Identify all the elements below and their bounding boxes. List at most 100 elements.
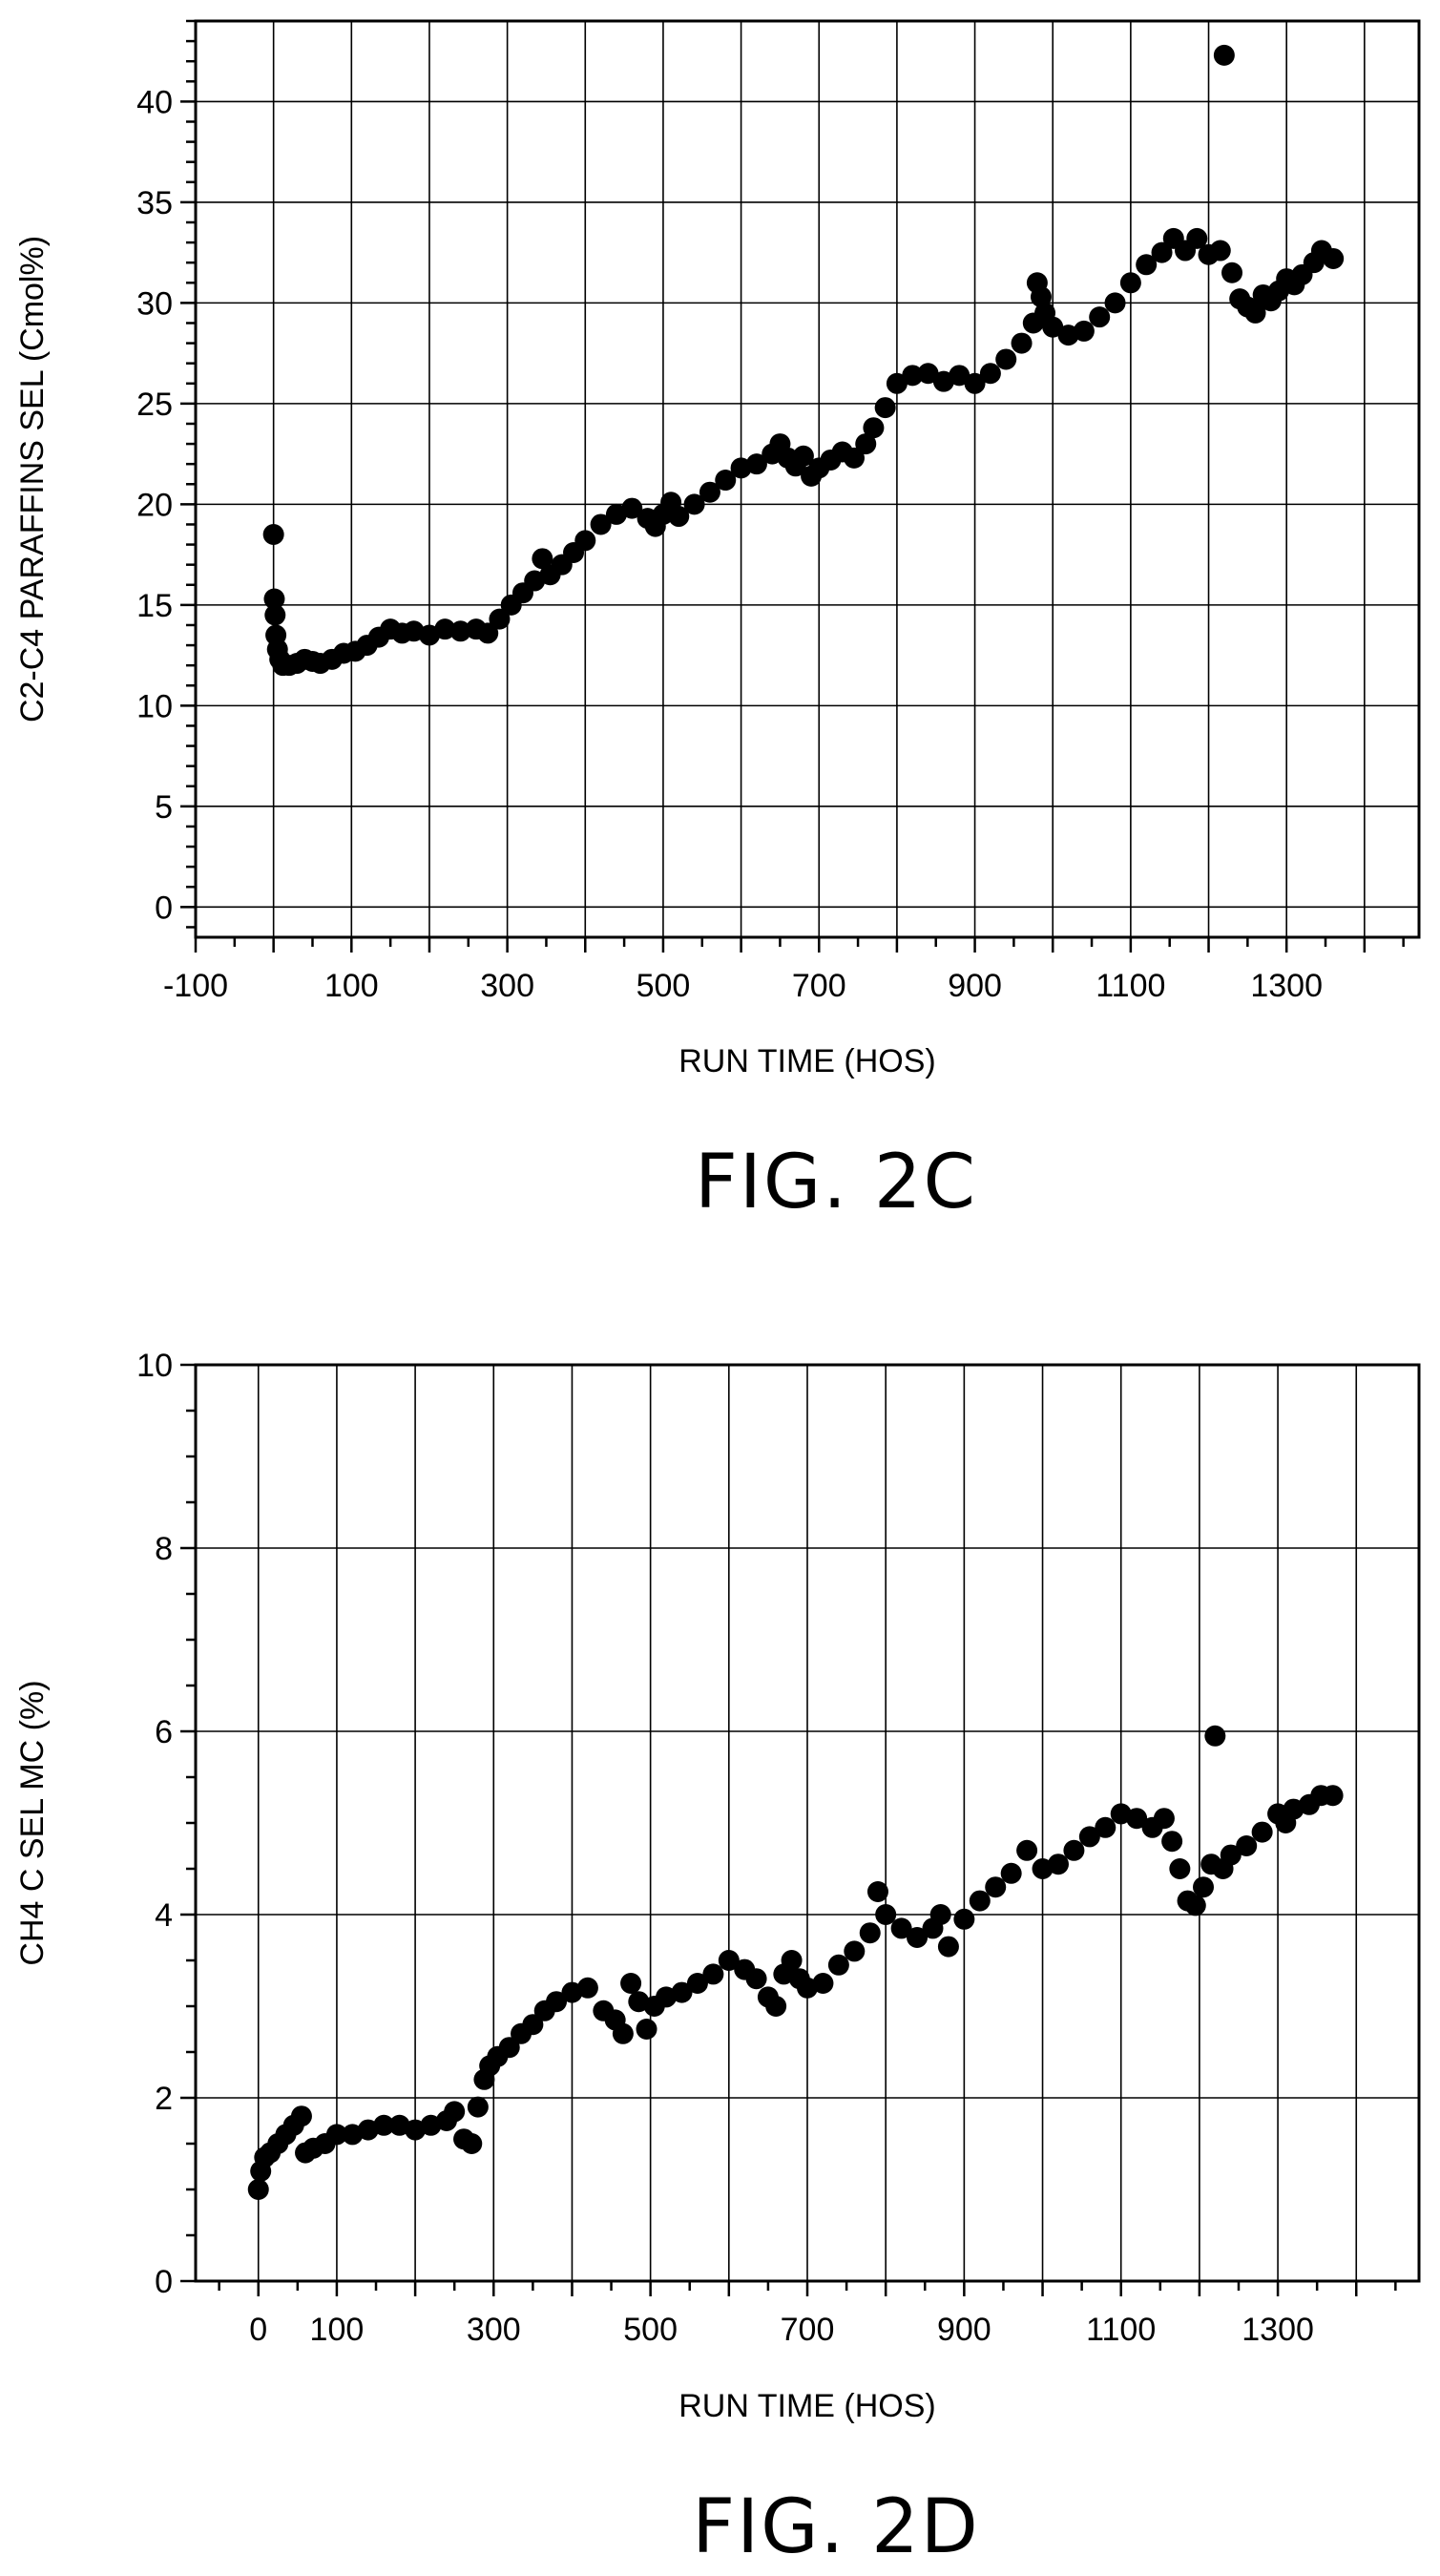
x-tick-label: 100	[324, 968, 379, 1004]
data-point	[843, 447, 865, 469]
y-tick-label: 20	[136, 487, 173, 523]
data-point	[812, 1973, 834, 1994]
x-tick-label: 500	[637, 968, 691, 1004]
data-point	[1047, 1853, 1069, 1875]
data-point	[1073, 320, 1095, 342]
figure-caption: FIG. 2C	[695, 1140, 977, 1225]
data-point	[671, 1981, 693, 2003]
data-point	[995, 348, 1017, 370]
data-point	[590, 513, 612, 535]
data-point	[1244, 302, 1266, 324]
y-tick-label: 30	[136, 285, 173, 322]
x-axis-title: RUN TIME (HOS)	[678, 2388, 935, 2424]
data-point	[1221, 262, 1243, 283]
data-point	[467, 2096, 489, 2118]
data-point	[325, 2124, 347, 2146]
data-point	[1161, 1831, 1183, 1853]
data-point	[444, 2101, 466, 2123]
data-point	[546, 1991, 568, 2013]
tick-labels-layer: -100 100 300 500 700 900 1100 1300 0 5 10 15 20 25 30 3…	[136, 84, 1323, 1004]
y-tick-label: 2	[155, 2081, 173, 2117]
data-point	[985, 1876, 1007, 1898]
data-point	[902, 365, 924, 387]
data-point	[718, 1950, 740, 1971]
data-point	[937, 1936, 959, 1958]
data-point	[1193, 1876, 1215, 1898]
data-point	[745, 1968, 767, 1990]
data-point	[1126, 1808, 1148, 1830]
data-point	[373, 2114, 395, 2136]
y-tick-label: 25	[136, 387, 173, 423]
y-tick-label: 6	[155, 1714, 173, 1750]
y-tick-label: 10	[136, 688, 173, 724]
data-point	[863, 417, 885, 439]
data-point	[532, 548, 553, 570]
tick-labels-layer: 0 100 300 500 700 900 1100 1300 0 2 4 6 8 10	[136, 1348, 1314, 2348]
x-tick-label: 700	[781, 2312, 835, 2348]
data-point	[792, 445, 814, 467]
y-tick-label: 35	[136, 185, 173, 221]
y-tick-label: 15	[136, 588, 173, 624]
points-layer	[247, 1725, 1344, 2200]
data-point	[979, 363, 1001, 385]
data-point	[765, 1996, 787, 2017]
data-point	[917, 363, 939, 385]
data-point	[576, 1977, 598, 1999]
data-point	[1030, 286, 1052, 308]
data-point	[1011, 332, 1033, 354]
data-point	[1078, 1826, 1100, 1848]
data-point	[1153, 1808, 1175, 1830]
data-point	[620, 1973, 642, 1994]
ticks-layer	[180, 19, 1405, 953]
data-point	[874, 397, 896, 419]
data-point	[781, 1950, 803, 1971]
data-point	[612, 2022, 634, 2044]
data-point	[890, 1917, 912, 1939]
data-point	[263, 588, 285, 610]
y-tick-label: 0	[155, 890, 173, 926]
data-point	[844, 1940, 866, 1962]
data-point	[434, 618, 456, 640]
data-point	[1186, 227, 1208, 249]
data-point	[745, 453, 767, 475]
figure-2c: -100 100 300 500 700 900 1100 1300 0 5 10 15 20 25 30 3…	[14, 19, 1421, 1225]
data-point	[461, 2133, 483, 2154]
data-point	[262, 524, 284, 546]
data-point	[449, 620, 471, 642]
x-axis-title: RUN TIME (HOS)	[678, 1043, 935, 1079]
data-point	[1251, 1821, 1273, 1843]
data-point	[702, 1963, 724, 1985]
x-tick-label: 300	[480, 968, 534, 1004]
figure-2d: 0 100 300 500 700 900 1100 1300 0 2 4 6 8 10 RUN TIME…	[14, 1348, 1421, 2570]
y-tick-label: 10	[136, 1348, 173, 1384]
ticks-layer	[180, 1363, 1397, 2296]
data-point	[859, 1922, 881, 1944]
data-point	[949, 365, 970, 387]
x-tick-label: 300	[467, 2312, 521, 2348]
data-point	[1323, 247, 1345, 269]
data-point	[969, 1890, 991, 1912]
x-tick-label: 500	[623, 2312, 678, 2348]
data-point	[1042, 316, 1064, 338]
data-point	[1220, 1844, 1242, 1866]
data-point	[621, 497, 643, 519]
data-point	[886, 372, 908, 394]
data-point	[953, 1908, 975, 1930]
points-layer	[262, 44, 1345, 677]
data-point	[1000, 1862, 1022, 1884]
y-tick-label: 0	[155, 2264, 173, 2300]
x-tick-label: 1100	[1086, 2312, 1156, 2348]
data-point	[1119, 272, 1141, 294]
data-point	[668, 506, 690, 528]
y-tick-label: 4	[155, 1897, 173, 1934]
data-point	[907, 1927, 929, 1948]
data-point	[498, 2037, 520, 2059]
data-point	[1136, 254, 1158, 276]
figure-caption: FIG. 2D	[692, 2484, 980, 2570]
data-point	[1236, 1835, 1258, 1856]
data-point	[264, 604, 286, 626]
data-point	[1095, 1816, 1117, 1838]
data-point	[1063, 1839, 1085, 1861]
data-point	[290, 2105, 312, 2127]
x-tick-label: 100	[310, 2312, 365, 2348]
